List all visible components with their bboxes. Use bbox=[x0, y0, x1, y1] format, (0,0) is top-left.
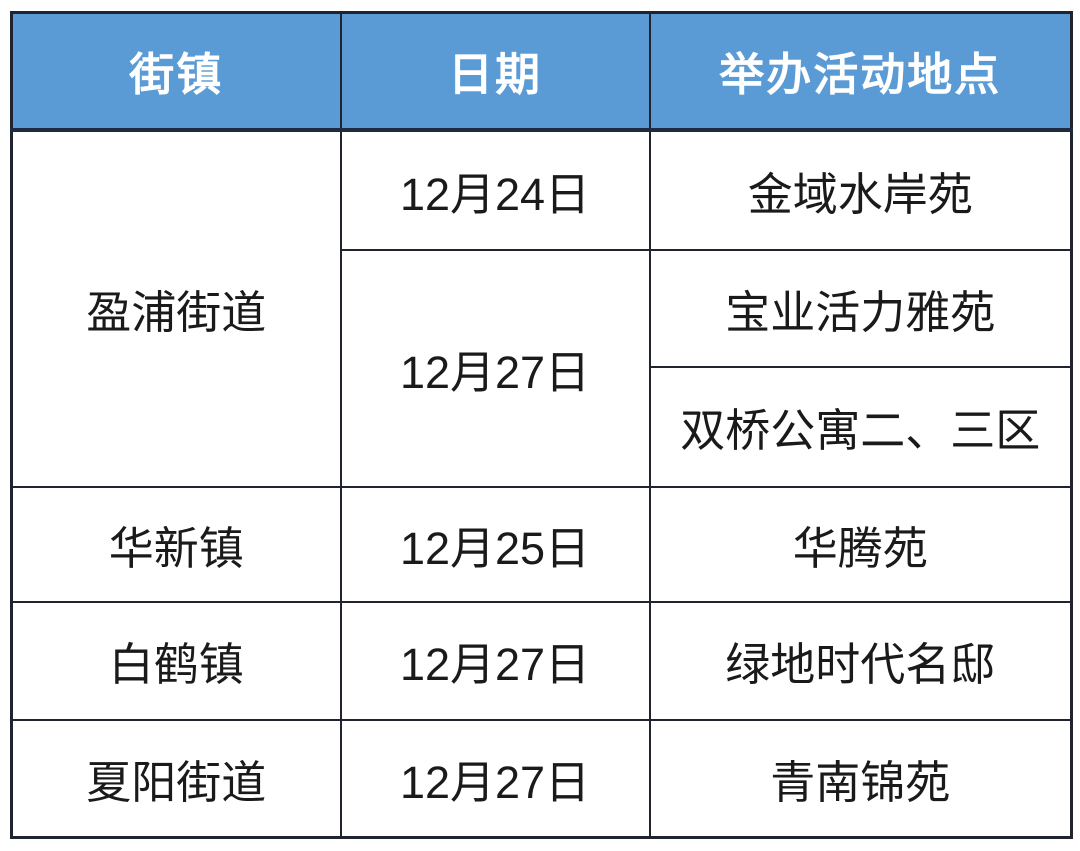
cell-location-baoye: 宝业活力雅苑 bbox=[648, 248, 1073, 368]
cell-date-dec27-yingpu: 12月27日 bbox=[339, 248, 651, 488]
table-row: 夏阳街道 12月27日 青南锦苑 bbox=[10, 718, 1073, 839]
table-row: 双桥公寓二、三区 bbox=[12, 365, 1073, 488]
header-row: 街镇 日期 举办活动地点 bbox=[10, 11, 1073, 132]
header-date: 日期 bbox=[339, 11, 651, 132]
header-location: 举办活动地点 bbox=[648, 11, 1073, 132]
cell-date-dec27-xiayang: 12月27日 bbox=[339, 718, 651, 839]
header-town: 街镇 bbox=[10, 11, 342, 132]
cell-location-lvdi: 绿地时代名邸 bbox=[648, 600, 1073, 721]
cell-town-yingpu: 盈浦街道 bbox=[10, 128, 342, 488]
cell-town-huaxin: 华新镇 bbox=[10, 485, 342, 603]
cell-date-dec27-baihe: 12月27日 bbox=[339, 600, 651, 721]
cell-location-jinyu: 金域水岸苑 bbox=[648, 128, 1073, 251]
cell-location-qingnan: 青南锦苑 bbox=[648, 718, 1073, 839]
table-row: 华新镇 12月25日 华腾苑 bbox=[10, 485, 1073, 603]
cell-location-huateng: 华腾苑 bbox=[648, 485, 1073, 603]
cell-location-shuangqiao: 双桥公寓二、三区 bbox=[648, 365, 1073, 488]
cell-town-xiayang: 夏阳街道 bbox=[10, 718, 342, 839]
cell-date-dec25: 12月25日 bbox=[339, 485, 651, 603]
table-row: 盈浦街道 12月24日 金域水岸苑 bbox=[10, 128, 1073, 488]
cell-date-dec24: 12月24日 bbox=[339, 128, 651, 251]
cell-town-baihe: 白鹤镇 bbox=[10, 600, 342, 721]
event-schedule-table: 街镇 日期 举办活动地点 盈浦街道 12月24日 金域水岸苑 12月27日 宝业… bbox=[10, 11, 1073, 839]
table-row: 白鹤镇 12月27日 绿地时代名邸 bbox=[10, 600, 1073, 721]
table-row: 12月27日 宝业活力雅苑 bbox=[12, 248, 1073, 488]
